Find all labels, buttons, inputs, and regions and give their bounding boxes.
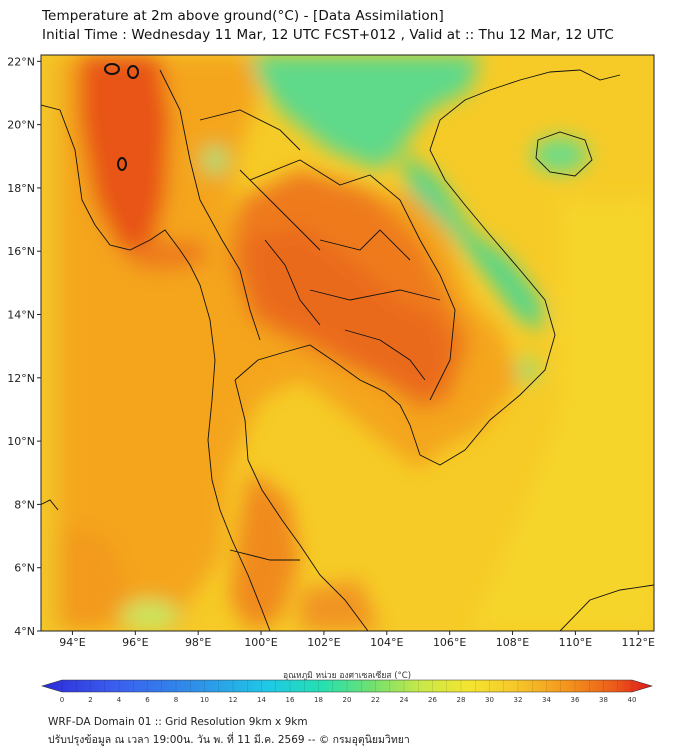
colorbar-tick-label: 30	[485, 696, 494, 704]
colorbar-tick-label: 12	[229, 696, 238, 704]
lat-tick-label: 6°N	[14, 562, 35, 575]
colorbar-tick-label: 38	[599, 696, 608, 704]
lat-tick-label: 4°N	[14, 625, 35, 638]
colorbar	[40, 679, 654, 693]
colorbar-tick-label: 2	[88, 696, 92, 704]
colorbar-tick-label: 18	[314, 696, 323, 704]
lat-tick-label: 8°N	[14, 498, 35, 511]
colorbar-tick-label: 26	[428, 696, 437, 704]
lat-tick-label: 14°N	[7, 309, 35, 322]
lon-tick-label: 94°E	[59, 636, 85, 649]
colorbar-tick-label: 24	[400, 696, 409, 704]
colorbar-tick-label: 14	[257, 696, 266, 704]
colorbar-tick-label: 8	[174, 696, 178, 704]
lon-tick-label: 110°E	[559, 636, 592, 649]
chart-title: Temperature at 2m above ground(°C) - [Da…	[42, 8, 444, 24]
colorbar-tick-label: 20	[343, 696, 352, 704]
lat-axis: 22°N 20°N 18°N 16°N 14°N 12°N 10°N 8°N 6°N 4°N	[7, 55, 41, 638]
lat-tick-label: 10°N	[7, 435, 35, 448]
lon-tick-label: 106°E	[433, 636, 466, 649]
lon-tick-label: 104°E	[370, 636, 403, 649]
lat-tick-label: 12°N	[7, 372, 35, 385]
footer-line-1: WRF-DA Domain 01 :: Grid Resolution 9km …	[48, 716, 308, 728]
colorbar-tick-label: 22	[371, 696, 380, 704]
colorbar-tick-label: 6	[145, 696, 150, 704]
lat-tick-label: 18°N	[7, 182, 35, 195]
colorbar-label: อุณหภูมิ หน่วย องศาเซลเซียส (°C)	[283, 670, 411, 681]
lon-tick-label: 96°E	[122, 636, 148, 649]
colorbar-tick-label: 10	[200, 696, 209, 704]
lon-tick-label: 108°E	[496, 636, 529, 649]
lon-axis: 94°E 96°E 98°E 100°E 102°E 104°E 106°E 108°E 110…	[59, 631, 655, 649]
lon-tick-label: 100°E	[244, 636, 277, 649]
coastlines	[41, 69, 654, 631]
colorbar-tick-label: 34	[542, 696, 551, 704]
colorbar-tick-label: 28	[457, 696, 466, 704]
lon-tick-label: 112°E	[622, 636, 655, 649]
colorbar-ticks: 0 2 4 6 8 10 12 14 16 18 20 22 24 26 28 30 32 34 36 38 40	[60, 680, 637, 704]
colorbar-tick-label: 16	[286, 696, 295, 704]
colorbar-tick-label: 32	[514, 696, 523, 704]
lat-tick-label: 16°N	[7, 245, 35, 258]
lon-tick-label: 102°E	[307, 636, 340, 649]
temperature-field	[41, 55, 654, 631]
lon-tick-label: 98°E	[185, 636, 211, 649]
lat-tick-label: 22°N	[7, 55, 35, 68]
footer-line-2: ปรับปรุงข้อมูล ณ เวลา 19:00น. วัน พ. ที่…	[48, 734, 410, 746]
colorbar-tick-label: 36	[571, 696, 580, 704]
chart-subtitle: Initial Time : Wednesday 11 Mar, 12 UTC …	[42, 27, 614, 43]
colorbar-tick-label: 40	[628, 696, 637, 704]
lat-tick-label: 20°N	[7, 119, 35, 132]
colorbar-tick-label: 0	[60, 696, 64, 704]
colorbar-tick-label: 4	[117, 696, 122, 704]
